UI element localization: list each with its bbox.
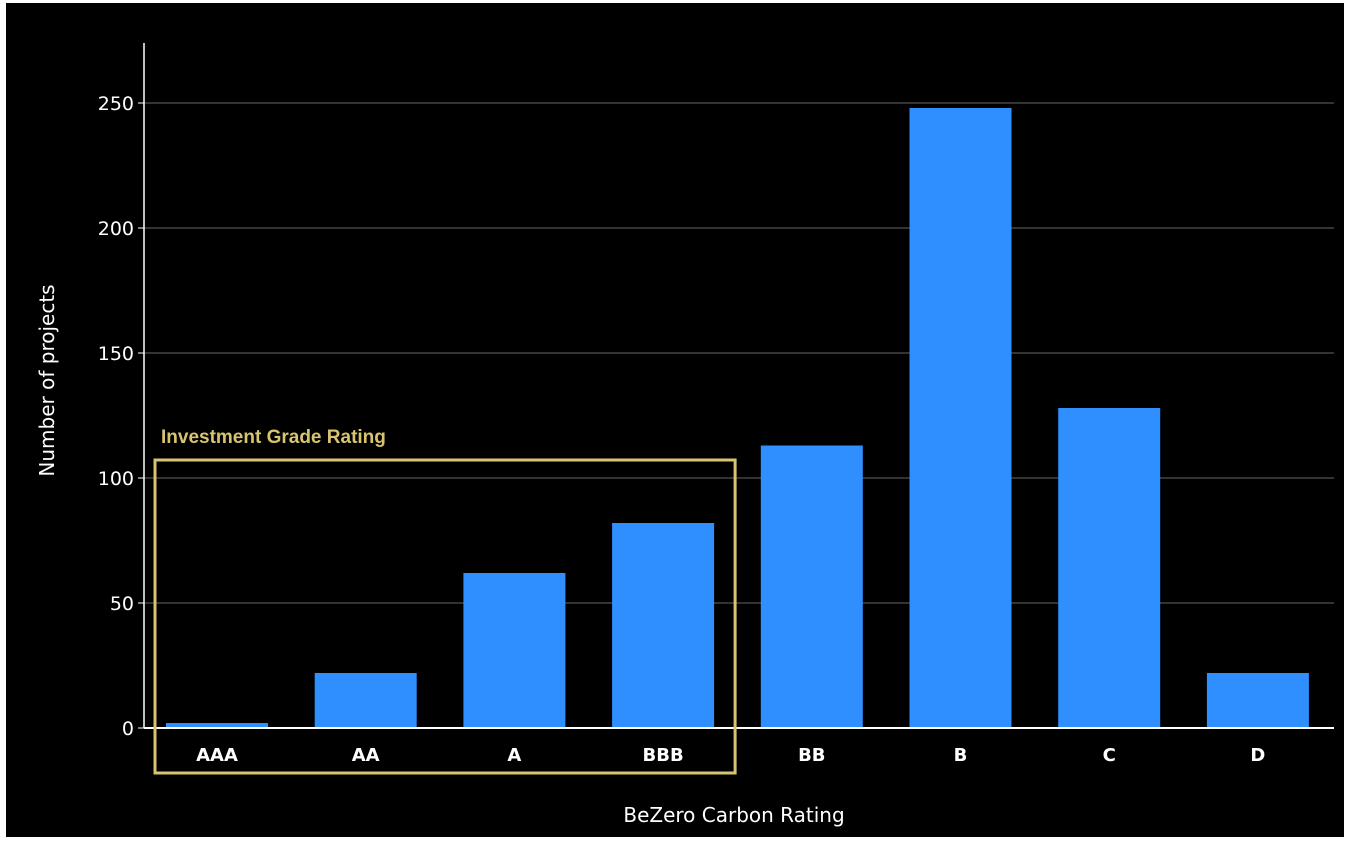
investment-grade-box xyxy=(153,458,737,775)
y-tick-label: 0 xyxy=(122,718,134,740)
x-axis-ticks: AAA AA A BBB BB B C D xyxy=(196,745,1265,766)
bar-d xyxy=(1206,673,1309,728)
x-tick-label: B xyxy=(954,745,968,766)
x-tick-label: AAA xyxy=(196,745,238,766)
bar-aaa xyxy=(166,723,268,728)
investment-grade-label: Investment Grade Rating xyxy=(161,427,386,448)
bars xyxy=(166,108,1309,728)
y-axis-ticks: 0 50 100 150 200 250 xyxy=(98,93,144,740)
bar-bb xyxy=(760,445,863,728)
bar-c xyxy=(1058,408,1161,728)
x-tick-label: C xyxy=(1103,745,1116,766)
x-tick-label: D xyxy=(1250,745,1265,766)
chart-frame: 0 50 100 150 200 250 AAA AA A BBB BB B C D BeZero Ca… xyxy=(6,3,1344,837)
x-tick-label: AA xyxy=(352,745,380,766)
x-tick-label: BB xyxy=(798,745,825,766)
y-tick-label: 150 xyxy=(98,343,134,365)
y-tick-label: 50 xyxy=(110,593,134,615)
x-tick-label: A xyxy=(507,745,521,766)
bar-b xyxy=(909,108,1012,728)
bar-a xyxy=(463,573,566,728)
y-tick-label: 100 xyxy=(98,468,134,490)
x-axis-label: BeZero Carbon Rating xyxy=(623,803,844,827)
y-tick-label: 250 xyxy=(98,93,134,115)
y-axis-label: Number of projects xyxy=(35,284,59,476)
x-tick-label: BBB xyxy=(643,745,684,766)
bar-bbb xyxy=(612,523,715,728)
bar-aa xyxy=(314,673,417,728)
y-tick-label: 200 xyxy=(98,218,134,240)
